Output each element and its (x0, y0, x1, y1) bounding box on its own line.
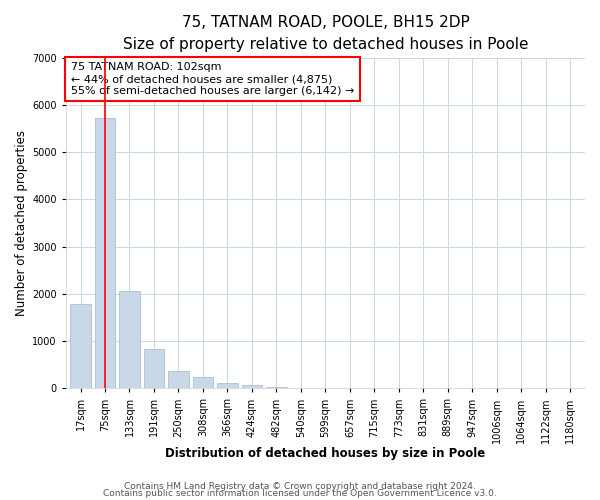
Bar (266, 387, 287, 388)
Y-axis label: Number of detached properties: Number of detached properties (15, 130, 28, 316)
Bar (168, 371, 189, 388)
Title: 75, TATNAM ROAD, POOLE, BH15 2DP
Size of property relative to detached houses in: 75, TATNAM ROAD, POOLE, BH15 2DP Size of… (122, 15, 528, 52)
Bar (217, 384, 238, 388)
Bar (193, 378, 214, 388)
Text: Contains HM Land Registry data © Crown copyright and database right 2024.: Contains HM Land Registry data © Crown c… (124, 482, 476, 491)
Text: Contains public sector information licensed under the Open Government Licence v3: Contains public sector information licen… (103, 490, 497, 498)
Bar (119, 291, 140, 388)
Bar (143, 348, 164, 389)
Bar (95, 118, 115, 388)
Bar (70, 304, 91, 388)
Text: 75 TATNAM ROAD: 102sqm
← 44% of detached houses are smaller (4,875)
55% of semi-: 75 TATNAM ROAD: 102sqm ← 44% of detached… (71, 62, 355, 96)
Bar (242, 386, 262, 388)
X-axis label: Distribution of detached houses by size in Poole: Distribution of detached houses by size … (165, 447, 485, 460)
